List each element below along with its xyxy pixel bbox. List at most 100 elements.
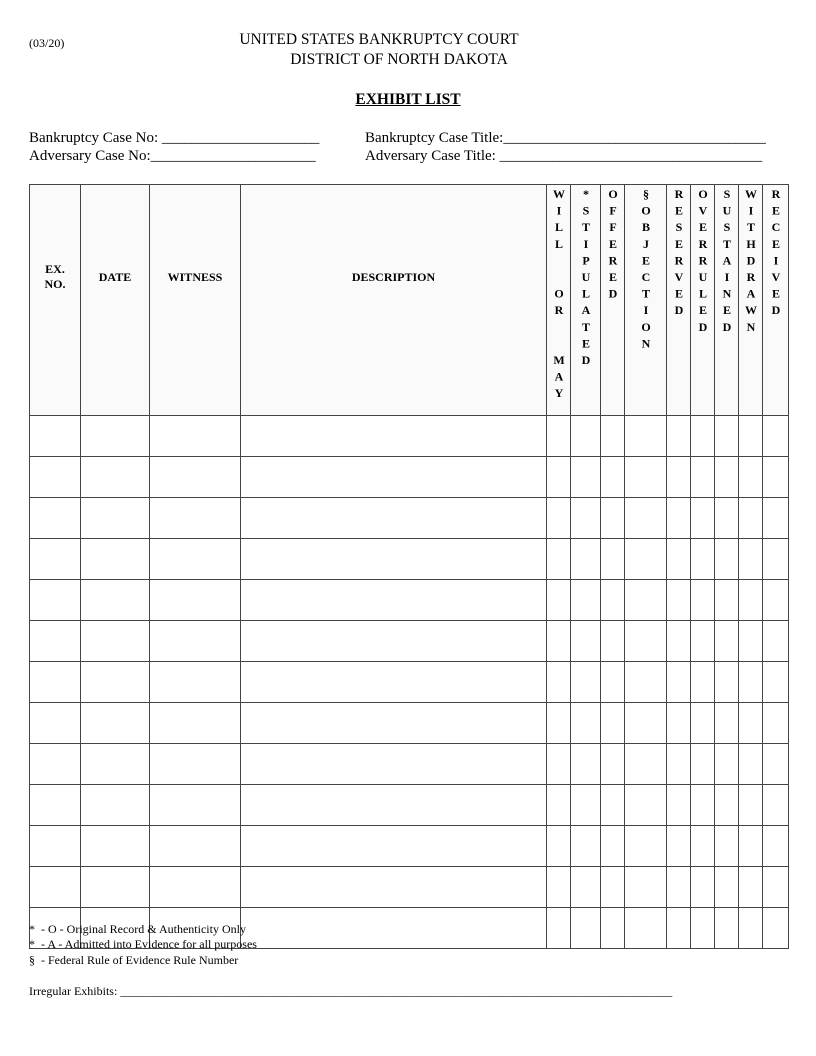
table-cell[interactable] bbox=[149, 538, 241, 580]
table-cell[interactable] bbox=[738, 456, 763, 498]
table-cell[interactable] bbox=[714, 907, 739, 949]
table-cell[interactable] bbox=[80, 907, 150, 949]
table-cell[interactable] bbox=[666, 415, 691, 457]
table-cell[interactable] bbox=[624, 579, 667, 621]
table-cell[interactable] bbox=[738, 620, 763, 662]
table-cell[interactable] bbox=[690, 743, 715, 785]
table-cell[interactable] bbox=[570, 497, 601, 539]
table-cell[interactable] bbox=[240, 415, 547, 457]
table-cell[interactable] bbox=[600, 784, 625, 826]
table-cell[interactable] bbox=[714, 579, 739, 621]
table-cell[interactable] bbox=[546, 538, 571, 580]
table-cell[interactable] bbox=[738, 784, 763, 826]
table-cell[interactable] bbox=[570, 784, 601, 826]
table-cell[interactable] bbox=[762, 661, 789, 703]
table-cell[interactable] bbox=[738, 538, 763, 580]
table-cell[interactable] bbox=[570, 702, 601, 744]
table-cell[interactable] bbox=[762, 702, 789, 744]
table-cell[interactable] bbox=[624, 907, 667, 949]
table-cell[interactable] bbox=[624, 538, 667, 580]
adversary-case-no-field[interactable]: Adversary Case No:______________________ bbox=[29, 148, 316, 164]
table-cell[interactable] bbox=[149, 661, 241, 703]
table-cell[interactable] bbox=[762, 620, 789, 662]
table-cell[interactable] bbox=[714, 456, 739, 498]
table-cell[interactable] bbox=[666, 825, 691, 867]
table-cell[interactable] bbox=[600, 497, 625, 539]
table-cell[interactable] bbox=[738, 743, 763, 785]
table-cell[interactable] bbox=[600, 456, 625, 498]
table-cell[interactable] bbox=[600, 702, 625, 744]
table-cell[interactable] bbox=[240, 866, 547, 908]
table-cell[interactable] bbox=[762, 743, 789, 785]
table-cell[interactable] bbox=[666, 538, 691, 580]
table-cell[interactable] bbox=[690, 497, 715, 539]
table-cell[interactable] bbox=[714, 661, 739, 703]
table-cell[interactable] bbox=[738, 825, 763, 867]
table-cell[interactable] bbox=[546, 702, 571, 744]
table-cell[interactable] bbox=[738, 661, 763, 703]
table-cell[interactable] bbox=[546, 661, 571, 703]
table-cell[interactable] bbox=[738, 579, 763, 621]
table-cell[interactable] bbox=[690, 579, 715, 621]
table-cell[interactable] bbox=[29, 579, 81, 621]
table-cell[interactable] bbox=[666, 456, 691, 498]
table-cell[interactable] bbox=[666, 743, 691, 785]
table-cell[interactable] bbox=[666, 620, 691, 662]
table-cell[interactable] bbox=[762, 497, 789, 539]
table-cell[interactable] bbox=[546, 784, 571, 826]
table-cell[interactable] bbox=[714, 743, 739, 785]
table-cell[interactable] bbox=[149, 825, 241, 867]
table-cell[interactable] bbox=[666, 702, 691, 744]
table-cell[interactable] bbox=[546, 825, 571, 867]
table-cell[interactable] bbox=[762, 456, 789, 498]
table-cell[interactable] bbox=[29, 907, 81, 949]
table-cell[interactable] bbox=[29, 497, 81, 539]
table-cell[interactable] bbox=[600, 825, 625, 867]
table-cell[interactable] bbox=[570, 661, 601, 703]
table-cell[interactable] bbox=[546, 866, 571, 908]
table-cell[interactable] bbox=[29, 784, 81, 826]
table-cell[interactable] bbox=[714, 702, 739, 744]
table-cell[interactable] bbox=[762, 907, 789, 949]
table-cell[interactable] bbox=[149, 620, 241, 662]
table-cell[interactable] bbox=[762, 866, 789, 908]
table-cell[interactable] bbox=[29, 538, 81, 580]
table-cell[interactable] bbox=[600, 661, 625, 703]
table-cell[interactable] bbox=[570, 866, 601, 908]
table-cell[interactable] bbox=[690, 825, 715, 867]
table-cell[interactable] bbox=[762, 784, 789, 826]
table-cell[interactable] bbox=[690, 415, 715, 457]
table-cell[interactable] bbox=[149, 702, 241, 744]
table-cell[interactable] bbox=[738, 907, 763, 949]
table-cell[interactable] bbox=[666, 866, 691, 908]
table-cell[interactable] bbox=[29, 825, 81, 867]
table-cell[interactable] bbox=[624, 620, 667, 662]
table-cell[interactable] bbox=[714, 784, 739, 826]
table-cell[interactable] bbox=[149, 415, 241, 457]
table-cell[interactable] bbox=[80, 784, 150, 826]
table-cell[interactable] bbox=[762, 538, 789, 580]
table-cell[interactable] bbox=[240, 702, 547, 744]
table-cell[interactable] bbox=[762, 415, 789, 457]
table-cell[interactable] bbox=[600, 866, 625, 908]
table-cell[interactable] bbox=[690, 702, 715, 744]
table-cell[interactable] bbox=[240, 497, 547, 539]
table-cell[interactable] bbox=[80, 579, 150, 621]
table-cell[interactable] bbox=[624, 825, 667, 867]
table-cell[interactable] bbox=[29, 866, 81, 908]
table-cell[interactable] bbox=[29, 456, 81, 498]
table-cell[interactable] bbox=[149, 743, 241, 785]
table-cell[interactable] bbox=[80, 743, 150, 785]
table-cell[interactable] bbox=[149, 907, 241, 949]
table-cell[interactable] bbox=[240, 579, 547, 621]
table-cell[interactable] bbox=[546, 743, 571, 785]
table-cell[interactable] bbox=[714, 497, 739, 539]
table-cell[interactable] bbox=[149, 456, 241, 498]
table-cell[interactable] bbox=[29, 661, 81, 703]
table-cell[interactable] bbox=[738, 866, 763, 908]
table-cell[interactable] bbox=[80, 866, 150, 908]
table-cell[interactable] bbox=[624, 415, 667, 457]
table-cell[interactable] bbox=[624, 743, 667, 785]
table-cell[interactable] bbox=[666, 579, 691, 621]
table-cell[interactable] bbox=[149, 784, 241, 826]
